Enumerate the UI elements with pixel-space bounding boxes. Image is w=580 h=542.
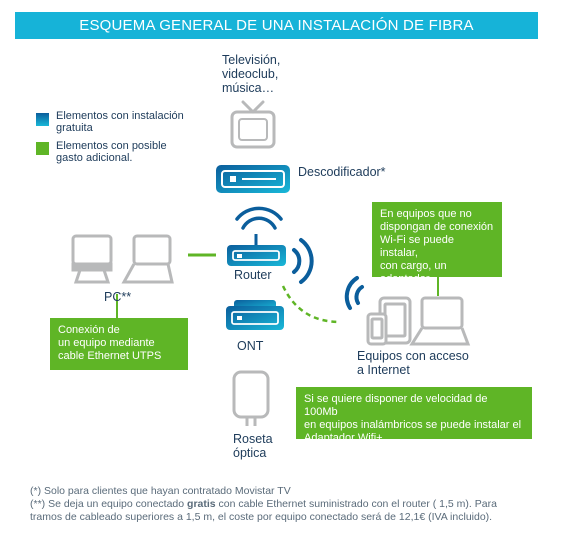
router-wifi-signal-icon xyxy=(235,206,283,230)
decoder-icon xyxy=(216,165,290,193)
decoder-label: Descodificador* xyxy=(298,165,386,179)
legend-free-swatch xyxy=(36,113,49,126)
pc-laptop-icon xyxy=(121,234,174,284)
footnotes: (*) Solo para clientes que hayan contrat… xyxy=(30,485,560,524)
devices-laptop-icon xyxy=(409,296,471,346)
legend-extra-swatch xyxy=(36,142,49,155)
ont-label: ONT xyxy=(237,339,264,353)
pc-desktop-icon xyxy=(71,234,113,284)
router-side-wifi-icon xyxy=(292,238,314,284)
roseta-optica-icon xyxy=(232,370,270,426)
wireless-dashed-link xyxy=(281,285,341,324)
roseta-label: Roseta óptica xyxy=(233,432,273,460)
footnote-2: (**) Se deja un equipo conectado gratis … xyxy=(30,498,497,510)
ont-icon xyxy=(226,300,284,330)
wifi-plus-note: Si se quiere disponer de velocidad de 10… xyxy=(296,387,532,444)
diagram-title: ESQUEMA GENERAL DE UNA INSTALACIÓN DE FI… xyxy=(15,12,538,39)
footnote-1: (*) Solo para clientes que hayan contrat… xyxy=(30,485,291,497)
router-label: Router xyxy=(234,268,272,282)
tv-icon xyxy=(230,100,276,149)
legend-free-label: Elementos con instalación gratuita xyxy=(56,110,184,134)
wifi-usb-note: En equipos que no dispongan de conexión … xyxy=(372,202,502,298)
equipos-label: Equipos con acceso a Internet xyxy=(357,349,469,377)
phone-icon xyxy=(366,312,388,346)
tv-label: Televisión, videoclub, música… xyxy=(222,53,281,95)
router-icon xyxy=(227,234,286,266)
ethernet-note: Conexión de un equipo mediante cable Eth… xyxy=(50,318,188,370)
devices-wifi-signal-icon xyxy=(344,276,364,310)
pc-label: PC** xyxy=(104,290,132,304)
footnote-3: tramos de cableado superiores a 1,5 m, e… xyxy=(30,511,493,523)
legend-extra-label: Elementos con posible gasto adicional. xyxy=(56,140,167,164)
